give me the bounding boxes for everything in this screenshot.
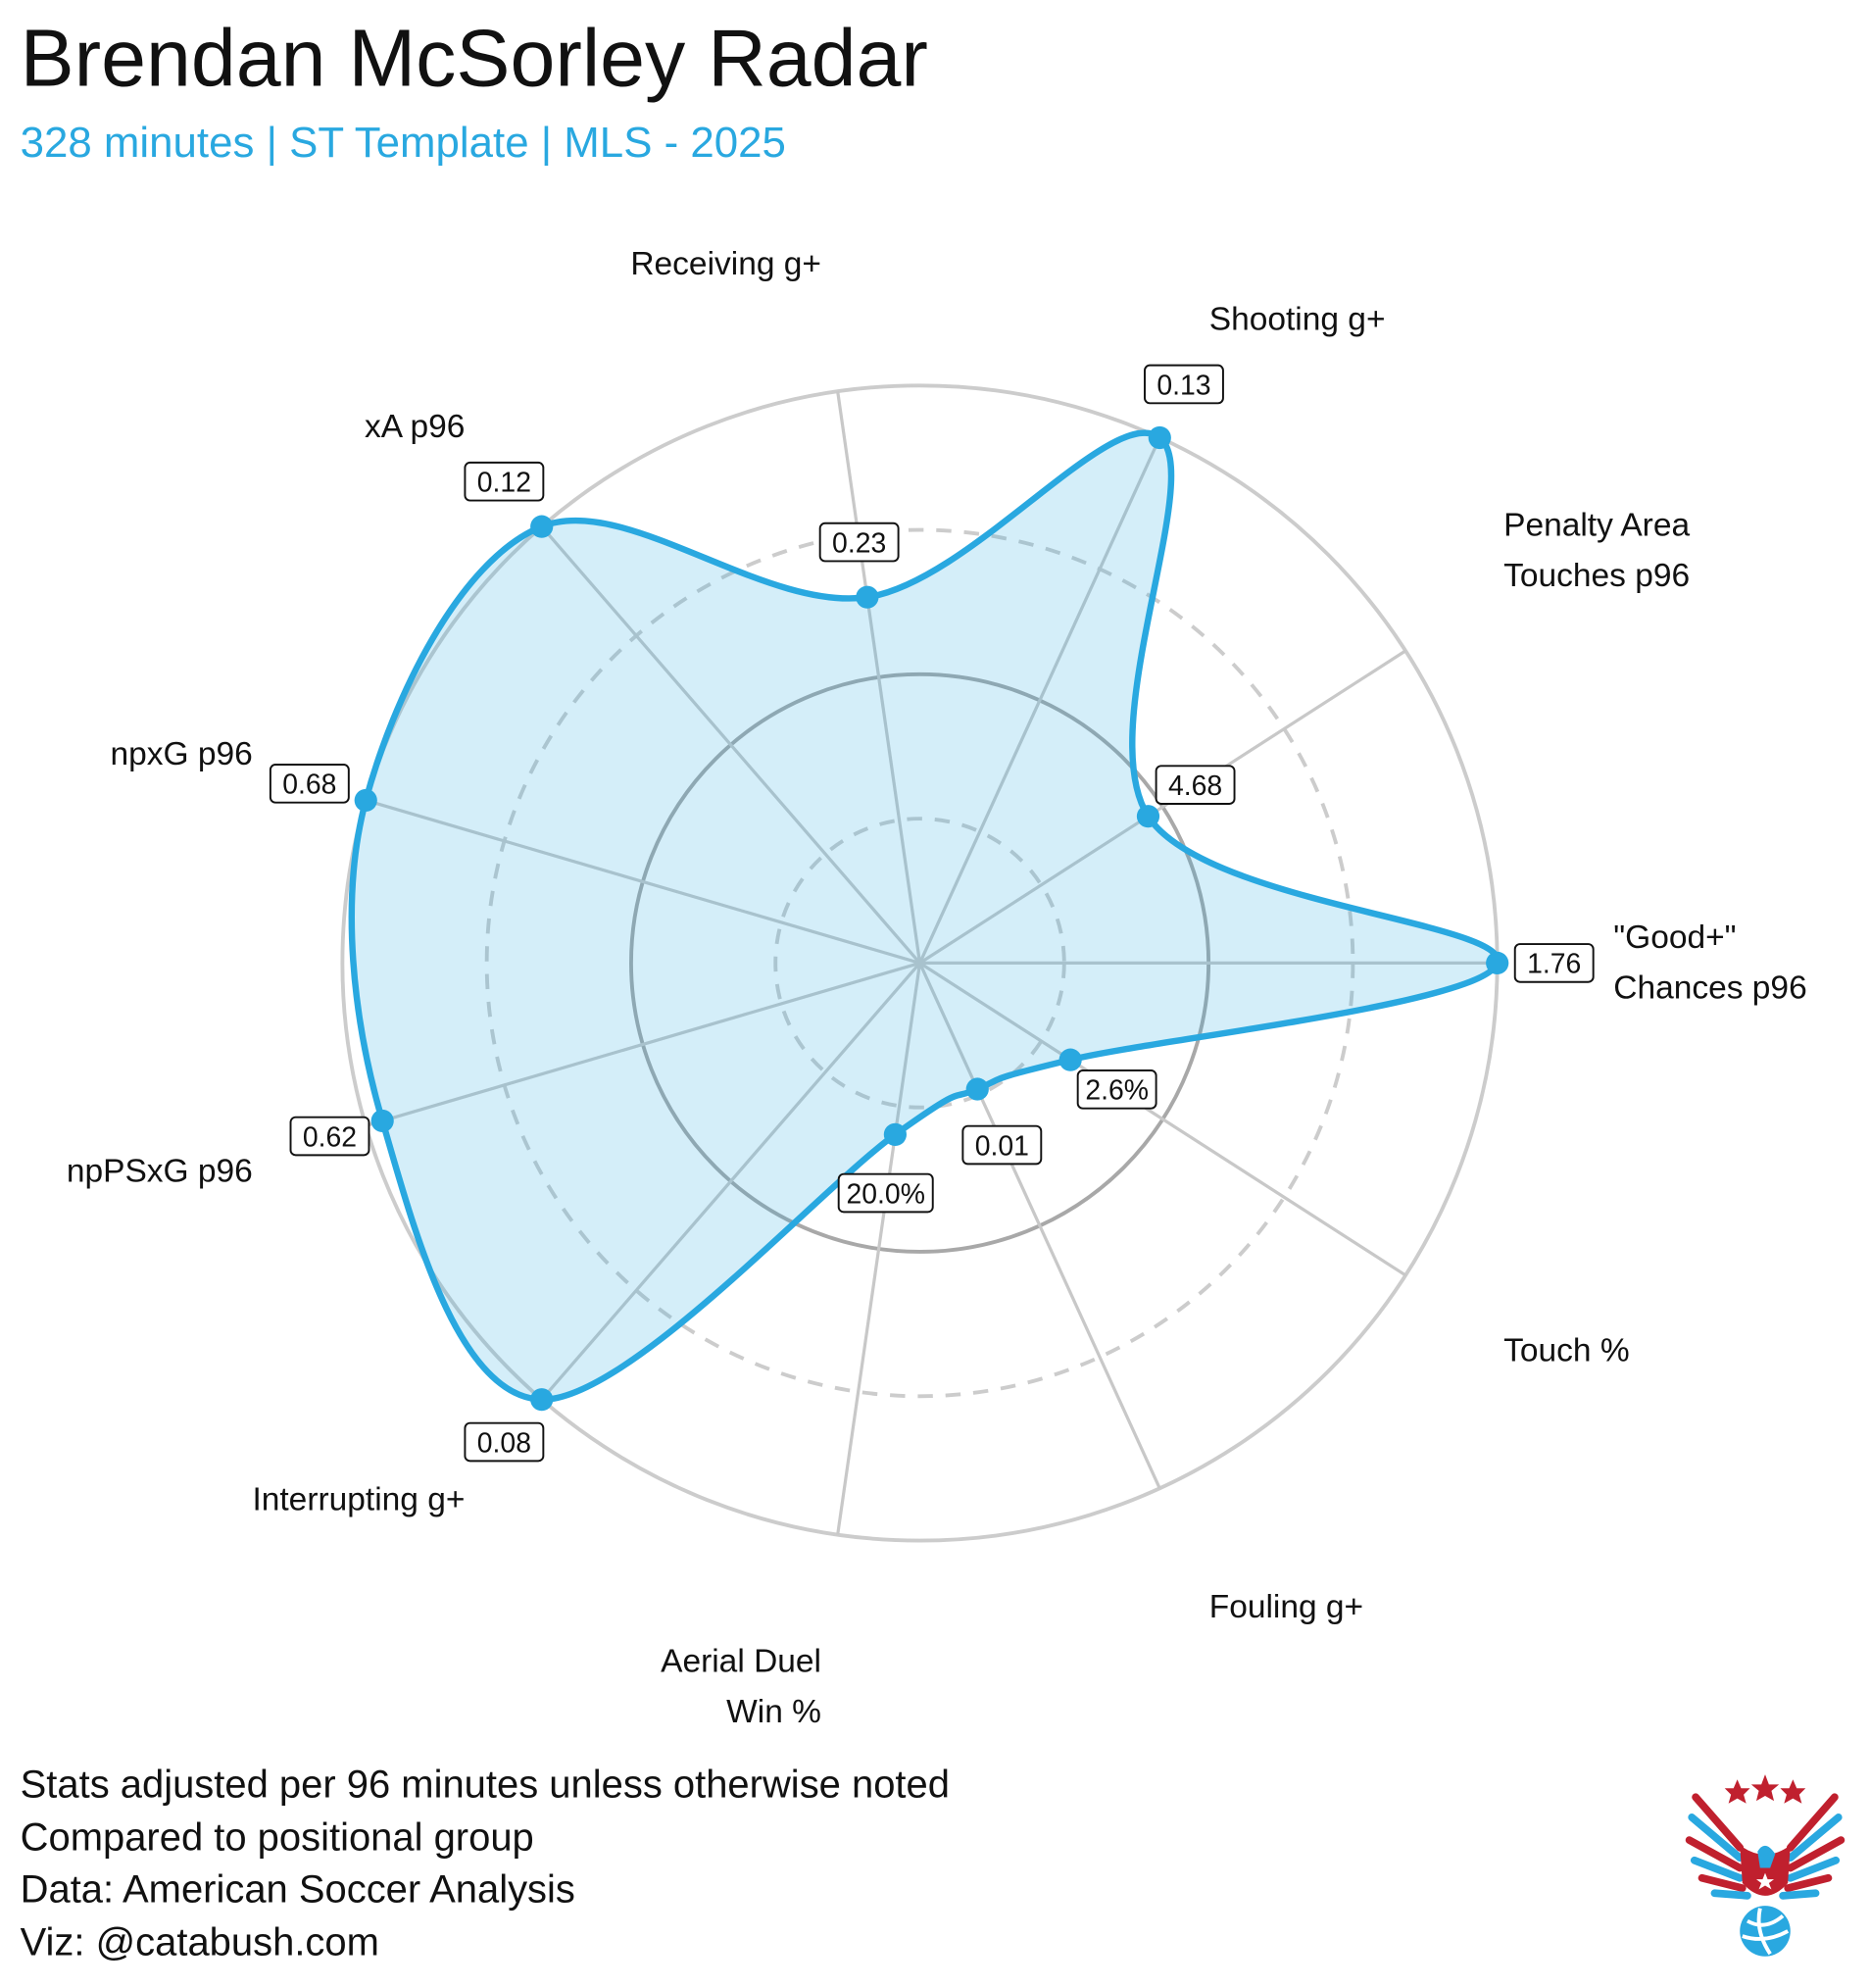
footer-line: Data: American Soccer Analysis	[21, 1867, 575, 1911]
footer-notes: Stats adjusted per 96 minutes unless oth…	[21, 1763, 950, 1963]
axis-spoke	[918, 962, 1407, 1277]
value-label: 0.13	[1144, 364, 1224, 405]
axis-spoke	[540, 962, 921, 1401]
value-label: 1.76	[1513, 943, 1595, 983]
value-label-text: 2.6%	[1085, 1075, 1149, 1107]
value-label: 0.62	[289, 1116, 370, 1157]
value-label-box	[1076, 1069, 1157, 1110]
footer-line: Stats adjusted per 96 minutes unless oth…	[21, 1763, 950, 1806]
chart-title: Brendan McSorley Radar	[21, 14, 928, 104]
value-label-box	[1155, 765, 1236, 805]
radar-grid	[340, 383, 1500, 1543]
axis-label-nppsxg: npPSxG p96	[67, 1153, 253, 1189]
value-label-text: 20.0%	[847, 1178, 925, 1210]
axis-spoke	[365, 798, 920, 965]
data-point	[1058, 1048, 1082, 1071]
axis-labels: "Good+" Chances p96 Touch % Fouling g+ Ae…	[67, 246, 1807, 1730]
value-label-box	[269, 764, 350, 804]
value-label-text: 0.23	[832, 527, 886, 559]
value-label-text: 4.68	[1168, 770, 1222, 802]
axis-label-good-chances: "Good+" Chances p96	[1613, 919, 1806, 1007]
axis-label-fouling: Fouling g+	[1209, 1589, 1363, 1625]
footer-line: Viz: @catabush.com	[21, 1920, 379, 1963]
axis-spoke	[836, 963, 922, 1535]
value-label-text: 0.12	[477, 468, 531, 499]
footer-line: Compared to positional group	[21, 1815, 534, 1859]
axis-spoke	[918, 962, 1161, 1490]
value-label-box	[1513, 943, 1595, 983]
data-point	[1136, 805, 1160, 828]
axis-label-shooting: Shooting g+	[1209, 302, 1386, 338]
chart-subtitle: 328 minutes | ST Template | MLS - 2025	[21, 119, 786, 167]
axis-spoke	[918, 649, 1407, 965]
value-label: 0.12	[464, 461, 545, 502]
data-point	[530, 515, 554, 538]
radar-series	[348, 425, 1509, 1412]
data-point	[883, 1122, 907, 1146]
data-point	[856, 585, 879, 609]
axis-spoke	[540, 525, 921, 965]
axis-label-penalty-area: Penalty Area Touches p96	[1503, 508, 1690, 595]
value-label-text: 1.76	[1527, 949, 1581, 980]
axis-spoke	[365, 961, 920, 1127]
value-label-text: 0.01	[975, 1130, 1029, 1162]
value-label: 0.23	[818, 522, 900, 563]
value-label-box	[837, 1172, 934, 1214]
series-area	[348, 429, 1501, 1403]
value-label-box	[818, 522, 900, 563]
value-label-text: 0.13	[1156, 370, 1210, 401]
axis-spoke	[836, 391, 922, 964]
value-label-text: 0.68	[282, 770, 336, 801]
axis-label-xa: xA p96	[365, 409, 465, 445]
data-point	[530, 1388, 554, 1412]
data-point	[1148, 425, 1171, 450]
value-label-text: 0.08	[477, 1427, 531, 1459]
value-label-box	[961, 1124, 1043, 1166]
value-label-box	[1144, 364, 1224, 405]
value-label: 0.01	[961, 1124, 1043, 1166]
eagle-logo	[1685, 1774, 1845, 1957]
value-label: 20.0%	[837, 1172, 934, 1214]
axis-label-receiving: Receiving g+	[630, 246, 821, 282]
value-label: 0.68	[269, 764, 350, 804]
value-label: 2.6%	[1076, 1069, 1157, 1110]
value-label-box	[464, 461, 545, 502]
axis-label-npxg: npxG p96	[111, 736, 253, 772]
axis-label-interrupting: Interrupting g+	[252, 1482, 465, 1518]
data-point	[354, 788, 377, 813]
data-point	[370, 1109, 394, 1133]
data-point	[1486, 951, 1509, 975]
axis-label-touch-pct: Touch %	[1503, 1333, 1630, 1369]
value-label: 0.08	[464, 1421, 545, 1463]
axis-spoke	[918, 436, 1161, 965]
value-label-text: 0.62	[303, 1121, 357, 1153]
value-label-box	[289, 1116, 370, 1157]
value-label: 4.68	[1155, 765, 1236, 805]
value-label-box	[464, 1421, 545, 1463]
data-point	[965, 1077, 989, 1101]
value-labels: 1.76 2.6% 0.01 20.0% 0.08 0.62 0.68 0.12 0.23 0.1…	[269, 364, 1595, 1463]
axis-label-aerial-duel: Aerial Duel Win %	[661, 1644, 821, 1731]
